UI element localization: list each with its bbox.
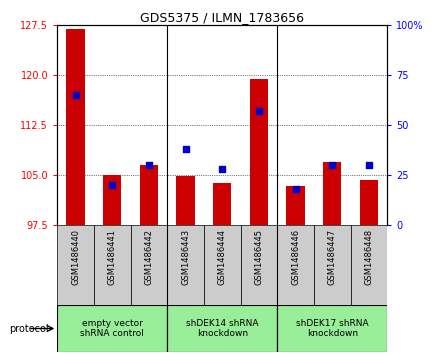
Bar [241, 225, 277, 305]
Bar [286, 187, 305, 225]
Text: shDEK14 shRNA
knockdown: shDEK14 shRNA knockdown [186, 319, 258, 338]
Text: GSM1486442: GSM1486442 [144, 229, 154, 285]
Bar [140, 165, 158, 225]
Text: GSM1486445: GSM1486445 [254, 229, 264, 285]
Bar [277, 305, 387, 352]
Bar [351, 225, 387, 305]
Bar [94, 225, 131, 305]
Text: GSM1486446: GSM1486446 [291, 229, 300, 285]
Point [329, 162, 336, 168]
Text: empty vector
shRNA control: empty vector shRNA control [80, 319, 144, 338]
Point [365, 162, 372, 168]
Title: GDS5375 / ILMN_1783656: GDS5375 / ILMN_1783656 [140, 11, 304, 24]
Bar [167, 305, 277, 352]
Bar [103, 175, 121, 225]
Bar [66, 29, 85, 225]
Point [109, 182, 116, 188]
Text: shDEK17 shRNA
knockdown: shDEK17 shRNA knockdown [296, 319, 369, 338]
Text: GSM1486443: GSM1486443 [181, 229, 190, 285]
Point [292, 186, 299, 192]
Point [255, 108, 262, 114]
Bar [250, 79, 268, 225]
Bar [213, 183, 231, 225]
Text: GSM1486447: GSM1486447 [328, 229, 337, 285]
Point [182, 146, 189, 152]
Point [72, 92, 79, 98]
Bar [167, 225, 204, 305]
Bar [57, 225, 94, 305]
Bar [277, 225, 314, 305]
Bar [57, 305, 167, 352]
Text: GSM1486441: GSM1486441 [108, 229, 117, 285]
Point [219, 166, 226, 172]
Text: GSM1486444: GSM1486444 [218, 229, 227, 285]
Text: GSM1486440: GSM1486440 [71, 229, 80, 285]
Bar [176, 176, 195, 225]
Bar [314, 225, 351, 305]
Text: GSM1486448: GSM1486448 [364, 229, 374, 285]
Bar [323, 162, 341, 225]
Bar [131, 225, 167, 305]
Text: protocol: protocol [9, 323, 48, 334]
Bar [204, 225, 241, 305]
Point [145, 162, 152, 168]
Bar [360, 180, 378, 225]
